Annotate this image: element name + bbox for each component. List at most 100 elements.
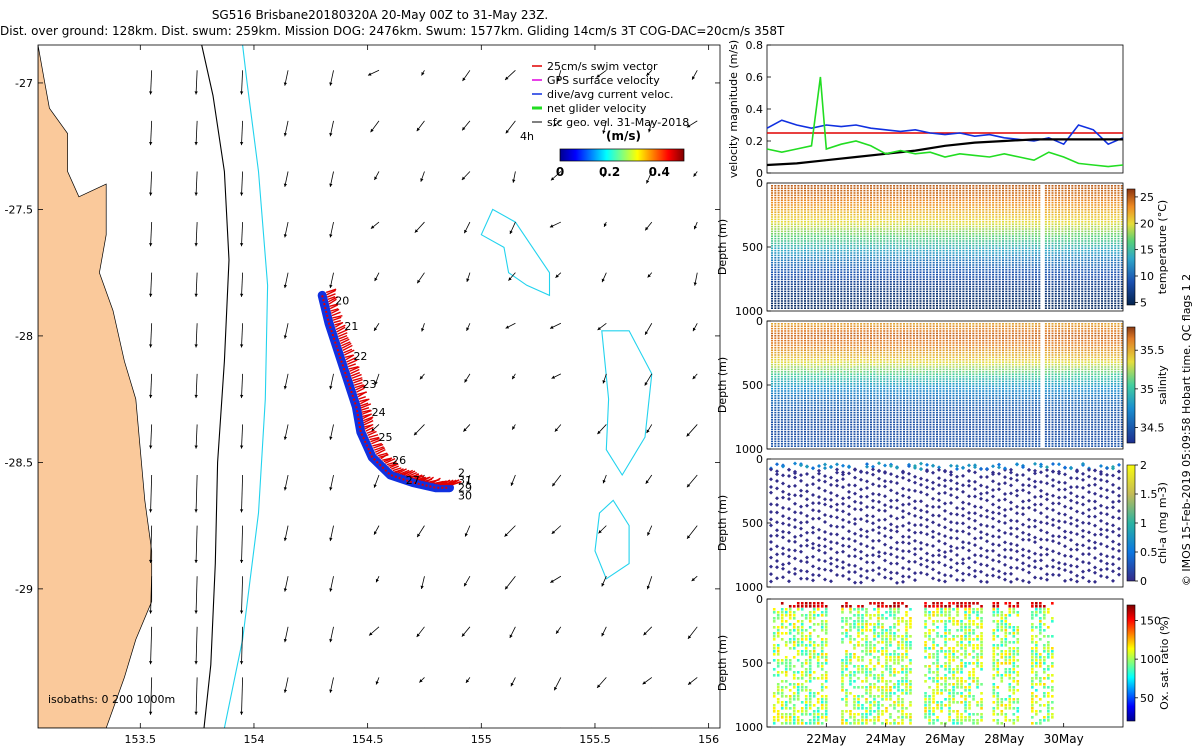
geo-vector-head xyxy=(283,234,288,238)
section-cell xyxy=(787,245,790,247)
section-cell xyxy=(995,245,998,247)
legend-entry-sfc: sfc geo. vel. 31-May-2018 xyxy=(532,116,689,129)
section-cell xyxy=(975,271,978,273)
geo-vector-head xyxy=(512,179,516,183)
section-cell xyxy=(873,252,876,254)
section-cell xyxy=(893,288,896,290)
section-cell xyxy=(853,240,856,242)
section-cell xyxy=(906,225,909,228)
section-cell xyxy=(1005,247,1008,249)
section-cell xyxy=(949,223,952,225)
section-cell xyxy=(843,283,846,285)
section-cell xyxy=(820,276,823,278)
section-cell xyxy=(876,283,879,285)
section-cell xyxy=(982,189,985,192)
section-cell xyxy=(886,242,889,245)
section-cell xyxy=(929,225,932,228)
section-cell xyxy=(780,261,783,264)
section-cell xyxy=(797,257,800,259)
section-cell xyxy=(955,194,958,197)
section-cell xyxy=(863,216,866,218)
section-cell xyxy=(800,230,803,233)
section-cell xyxy=(916,204,919,206)
section-cell xyxy=(784,194,787,197)
section-cell xyxy=(823,285,826,288)
geo-vector xyxy=(195,120,198,146)
section-cell xyxy=(807,307,810,309)
section-cell xyxy=(850,223,853,225)
section-cell xyxy=(797,192,800,194)
day-label-23: 23 xyxy=(363,378,377,391)
section-cell xyxy=(827,293,830,295)
section-cell xyxy=(879,264,882,266)
section-cell xyxy=(988,221,991,223)
section-cell xyxy=(929,213,932,216)
section-cell xyxy=(988,206,991,209)
section-cell xyxy=(807,194,810,197)
section-cell xyxy=(784,185,787,187)
section-cell xyxy=(975,264,978,266)
velocity-series-sfc_geo xyxy=(766,138,1123,167)
section-cell xyxy=(903,230,905,233)
section-cell xyxy=(903,264,905,266)
section-cell xyxy=(1015,187,1018,189)
section-cell xyxy=(975,307,978,309)
section-cell xyxy=(787,189,790,192)
section-cell xyxy=(823,305,826,307)
section-cell xyxy=(992,185,995,187)
section-cell xyxy=(870,276,872,278)
section-cell xyxy=(1025,194,1028,197)
section-cell xyxy=(906,261,909,264)
section-cell xyxy=(797,197,800,199)
velocity-y-label: velocity magnitude (m/s) xyxy=(727,40,740,178)
map-legend: 25cm/s swim vector GPS surface velocity … xyxy=(520,60,689,179)
section-cell xyxy=(1002,307,1004,309)
section-cell xyxy=(932,271,935,273)
section-cell xyxy=(955,242,958,245)
section-cell xyxy=(1015,194,1018,197)
section-cell xyxy=(810,302,813,305)
geo-vector-head xyxy=(329,82,333,86)
section-cell xyxy=(843,213,846,216)
section-cell xyxy=(856,249,859,252)
section-cell xyxy=(1028,259,1031,261)
section-cell xyxy=(965,185,968,187)
geo-vector-head xyxy=(283,183,288,187)
section-cell xyxy=(916,293,919,295)
section-cell xyxy=(985,290,988,293)
section-cell xyxy=(784,295,787,297)
section-cell xyxy=(919,185,922,187)
section-cell xyxy=(823,269,826,271)
section-cell xyxy=(969,269,971,271)
swim-vector xyxy=(403,469,414,476)
section-cell xyxy=(817,206,820,209)
section-cell xyxy=(777,257,780,259)
section-cell xyxy=(846,249,849,252)
section-cell xyxy=(807,254,810,257)
section-cell xyxy=(995,199,998,201)
section-cell xyxy=(804,293,806,295)
swim-vector xyxy=(369,436,380,441)
section-cell xyxy=(893,266,896,269)
section-cell xyxy=(899,283,902,285)
section-cell xyxy=(856,273,859,276)
geo-vector-head xyxy=(598,530,602,534)
geo-vector-head xyxy=(464,582,468,587)
section-cell xyxy=(810,281,813,283)
section-cell xyxy=(810,206,813,209)
section-cell xyxy=(939,290,942,293)
section-cell xyxy=(919,242,922,245)
section-cell xyxy=(1018,283,1021,285)
map-y-tick-label: -29 xyxy=(15,583,33,596)
section-cell xyxy=(949,221,952,223)
section-cell xyxy=(817,252,820,254)
section-cell xyxy=(774,285,777,288)
section-cell xyxy=(777,283,780,285)
section-cell xyxy=(962,288,965,290)
geo-vector xyxy=(195,222,198,247)
section-cell xyxy=(780,233,783,235)
section-cell xyxy=(926,288,929,290)
section-cell xyxy=(949,245,952,247)
section-cell xyxy=(969,276,971,278)
section-cell xyxy=(1002,297,1004,300)
